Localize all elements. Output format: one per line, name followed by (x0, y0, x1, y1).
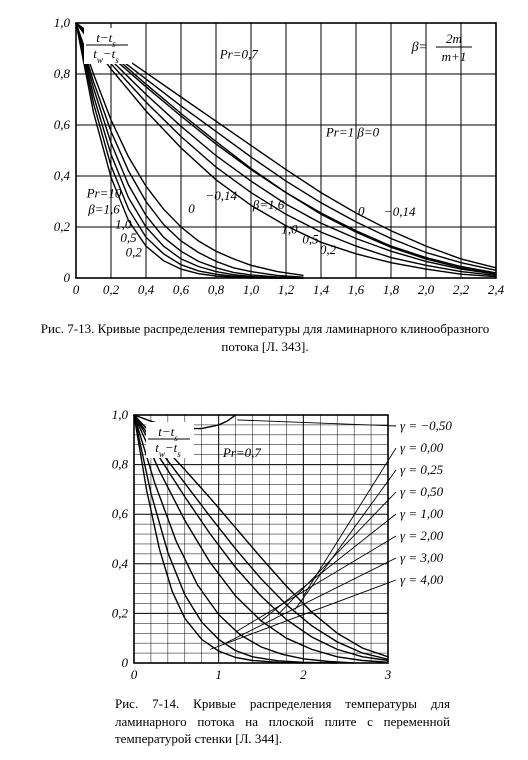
svg-text:0,2: 0,2 (103, 282, 120, 297)
svg-text:0,4: 0,4 (112, 556, 129, 571)
svg-text:β=1,6: β=1,6 (252, 197, 285, 212)
svg-text:0: 0 (188, 201, 195, 216)
svg-text:Pr=0,7: Pr=0,7 (222, 445, 262, 460)
svg-text:Pr=1 β=0: Pr=1 β=0 (325, 124, 380, 139)
svg-text:1,4: 1,4 (313, 282, 330, 297)
svg-text:0,6: 0,6 (112, 506, 129, 521)
svg-text:2,0: 2,0 (418, 282, 435, 297)
svg-text:0,8: 0,8 (112, 457, 129, 472)
fig-7-13: 0 0,2 0,4 0,6 0,8 1,0 1,2 1,4 1,6 1,8 2,0 2,2 2,4 0 0,… (28, 15, 506, 315)
svg-text:1,8: 1,8 (383, 282, 400, 297)
svg-text:2,2: 2,2 (453, 282, 470, 297)
svg-text:1,6: 1,6 (348, 282, 365, 297)
svg-text:1,0: 1,0 (243, 282, 260, 297)
svg-text:0,8: 0,8 (54, 66, 71, 81)
svg-text:γ = 1,00: γ = 1,00 (400, 506, 444, 521)
svg-text:−0,14: −0,14 (205, 188, 237, 203)
svg-text:3: 3 (384, 667, 392, 682)
svg-text:1,0: 1,0 (54, 15, 71, 30)
svg-text:γ = 3,00: γ = 3,00 (400, 550, 444, 565)
svg-text:1,0: 1,0 (281, 221, 298, 236)
svg-text:0,2: 0,2 (126, 244, 143, 259)
svg-text:0,5: 0,5 (120, 230, 137, 245)
svg-text:2m: 2m (446, 31, 462, 46)
fig-7-14-caption: Рис. 7-14. Кривые распределения температ… (115, 695, 450, 748)
svg-text:0,2: 0,2 (54, 219, 71, 234)
svg-text:2,4: 2,4 (488, 282, 505, 297)
svg-text:γ = 2,00: γ = 2,00 (400, 528, 444, 543)
svg-text:0: 0 (64, 270, 71, 285)
svg-text:−0,14: −0,14 (384, 204, 416, 219)
svg-text:0,4: 0,4 (138, 282, 155, 297)
svg-text:1,0: 1,0 (112, 407, 129, 422)
svg-text:0,5: 0,5 (302, 232, 319, 247)
svg-text:0: 0 (122, 655, 129, 670)
svg-text:Pr=10: Pr=10 (86, 186, 122, 201)
page: 0 0,2 0,4 0,6 0,8 1,0 1,2 1,4 1,6 1,8 2,0 2,2 2,4 0 0,… (0, 0, 528, 760)
svg-text:γ = 0,50: γ = 0,50 (400, 484, 444, 499)
svg-text:γ = 0,25: γ = 0,25 (400, 462, 444, 477)
svg-text:0: 0 (73, 282, 80, 297)
svg-text:1,2: 1,2 (278, 282, 295, 297)
svg-text:0,2: 0,2 (112, 605, 129, 620)
svg-text:γ = 0,00: γ = 0,00 (400, 440, 444, 455)
svg-text:γ = −0,50: γ = −0,50 (400, 418, 452, 433)
svg-text:2: 2 (300, 667, 307, 682)
svg-text:0: 0 (131, 667, 138, 682)
svg-text:m+1: m+1 (442, 49, 467, 64)
svg-text:0,6: 0,6 (54, 117, 71, 132)
svg-text:β=1,6: β=1,6 (87, 201, 120, 216)
svg-text:1: 1 (215, 667, 222, 682)
svg-text:Pr=0,7: Pr=0,7 (219, 47, 259, 62)
svg-text:0,2: 0,2 (320, 242, 337, 257)
fig-7-13-caption: Рис. 7-13. Кривые распределения температ… (40, 320, 490, 355)
svg-text:γ = 4,00: γ = 4,00 (400, 572, 444, 587)
svg-text:0,8: 0,8 (208, 282, 225, 297)
fig-7-14: 0 1 2 3 0 0,2 0,4 0,6 0,8 1,0 γ = −0,50 γ = 0,00 γ =… (90, 407, 470, 697)
svg-text:0: 0 (358, 204, 365, 219)
svg-text:0,4: 0,4 (54, 168, 71, 183)
svg-text:β=: β= (411, 40, 428, 55)
svg-text:0,6: 0,6 (173, 282, 190, 297)
